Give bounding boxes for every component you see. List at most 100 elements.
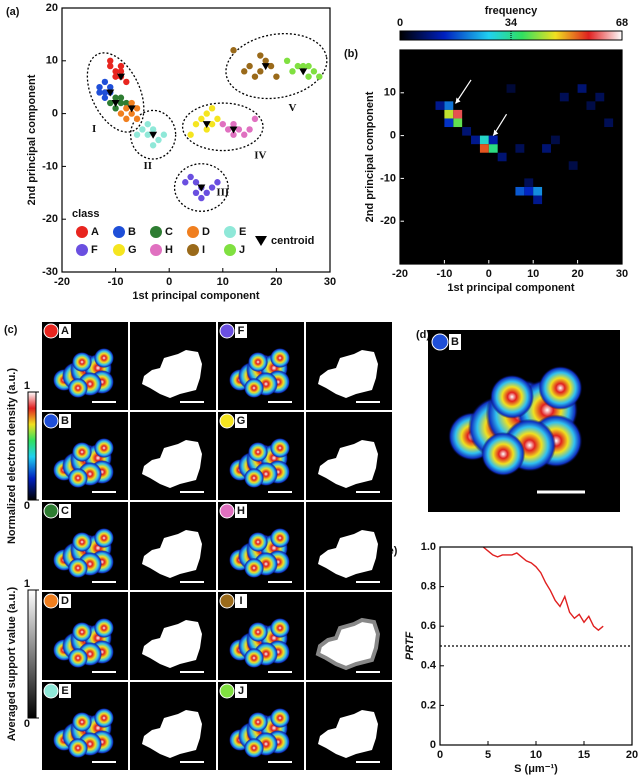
legend-swatch <box>187 244 199 256</box>
data-point <box>187 131 194 138</box>
centroid-marker <box>261 63 270 71</box>
y-tick-label: 10 <box>46 55 58 67</box>
legend-label: G <box>128 244 137 256</box>
data-point <box>241 131 248 138</box>
centroid-marker <box>229 126 238 134</box>
data-point <box>192 120 200 128</box>
x-tick-label: 10 <box>217 276 229 288</box>
data-point <box>123 115 130 123</box>
y-axis-label: 2nd principal component <box>364 91 376 222</box>
y-tick-label: 10 <box>384 87 396 99</box>
class-badge-label-bg <box>235 594 247 608</box>
heatmap-cell <box>515 186 525 196</box>
data-point <box>112 73 119 80</box>
heatmap-cell <box>471 135 480 145</box>
heatmap-cell <box>533 195 543 205</box>
cluster-label: IV <box>254 149 266 161</box>
heatmap-cell <box>542 144 551 153</box>
legend-label: E <box>239 226 246 238</box>
x-tick-label: 10 <box>527 268 539 280</box>
data-point <box>192 179 200 186</box>
class-badge <box>43 323 59 339</box>
legend-label: A <box>91 226 99 238</box>
colorbar-title: Averaged support value (a.u.) <box>6 587 18 742</box>
data-point <box>123 78 130 86</box>
x-axis-label: 1st principal component <box>447 282 574 294</box>
data-point <box>117 94 125 101</box>
data-point <box>224 126 232 133</box>
data-point <box>96 89 103 96</box>
heatmap-cell <box>435 101 445 110</box>
cluster-outline <box>173 163 229 212</box>
heatmap-background <box>400 50 622 264</box>
y-tick-label: 1.0 <box>421 541 436 553</box>
colorbar-tick-label: 0 <box>397 17 403 29</box>
colorbar-tick-label: 68 <box>616 17 628 29</box>
class-badge-label: A <box>61 325 69 337</box>
x-tick-label: 15 <box>578 749 590 761</box>
data-point <box>117 62 125 70</box>
arrow-head <box>455 97 461 104</box>
legend-label: B <box>128 226 136 238</box>
legend-swatch <box>224 226 236 238</box>
centroid-marker <box>299 68 308 76</box>
heatmap-cell <box>444 109 454 119</box>
class-badge <box>219 503 235 519</box>
data-point <box>133 131 141 138</box>
data-point <box>294 62 302 70</box>
cluster-outline <box>181 102 264 152</box>
class-badge-label: J <box>238 685 244 697</box>
colorbar-title: frequency <box>485 5 538 17</box>
data-point <box>208 120 216 128</box>
class-badge-label: F <box>238 325 245 337</box>
x-tick-label: 0 <box>166 276 172 288</box>
data-point <box>192 189 200 196</box>
data-point <box>101 89 109 96</box>
data-point <box>117 99 125 107</box>
data-point <box>208 105 216 112</box>
data-point <box>273 73 280 80</box>
data-point <box>283 57 291 64</box>
data-point <box>101 94 109 101</box>
heatmap-cell <box>568 161 578 170</box>
colorbar-tick-label: 0 <box>24 500 30 512</box>
class-badge <box>43 413 59 429</box>
legend-label: I <box>202 244 205 256</box>
heatmap-cell <box>444 101 454 110</box>
cluster-label: V <box>289 102 297 114</box>
colorbar <box>27 589 37 719</box>
x-tick-label: -10 <box>108 276 124 288</box>
class-badge-label: G <box>237 415 246 427</box>
data-point <box>128 99 135 107</box>
data-point <box>203 110 210 117</box>
legend-swatch <box>113 226 125 238</box>
data-point <box>262 57 269 64</box>
data-point <box>241 68 248 75</box>
y-tick-label: -20 <box>42 213 58 225</box>
heatmap-cell <box>524 178 534 187</box>
heatmap-cell <box>444 118 454 128</box>
centroid-marker <box>202 121 211 129</box>
class-badge-label-bg <box>59 684 71 698</box>
data-point <box>305 62 312 70</box>
class-badge-label: B <box>61 415 69 427</box>
heatmap-cell <box>559 92 569 102</box>
class-badge-label-bg <box>59 504 71 518</box>
heatmap-cell <box>479 144 489 153</box>
reconstruction-pair: G <box>218 412 392 500</box>
x-tick-label: 30 <box>324 276 336 288</box>
class-badge-label: C <box>61 505 69 517</box>
legend-swatch <box>113 244 125 256</box>
legend-title: class <box>72 208 100 220</box>
class-badge <box>219 323 235 339</box>
legend-label: C <box>165 226 173 238</box>
x-tick-label: 0 <box>486 268 492 280</box>
heatmap-cell <box>524 186 534 196</box>
legend-label: H <box>165 244 173 256</box>
data-point <box>112 68 119 75</box>
data-point <box>246 62 253 70</box>
plot-frame <box>439 546 633 746</box>
data-point <box>246 126 253 133</box>
data-point <box>123 105 130 112</box>
data-point <box>198 115 205 123</box>
